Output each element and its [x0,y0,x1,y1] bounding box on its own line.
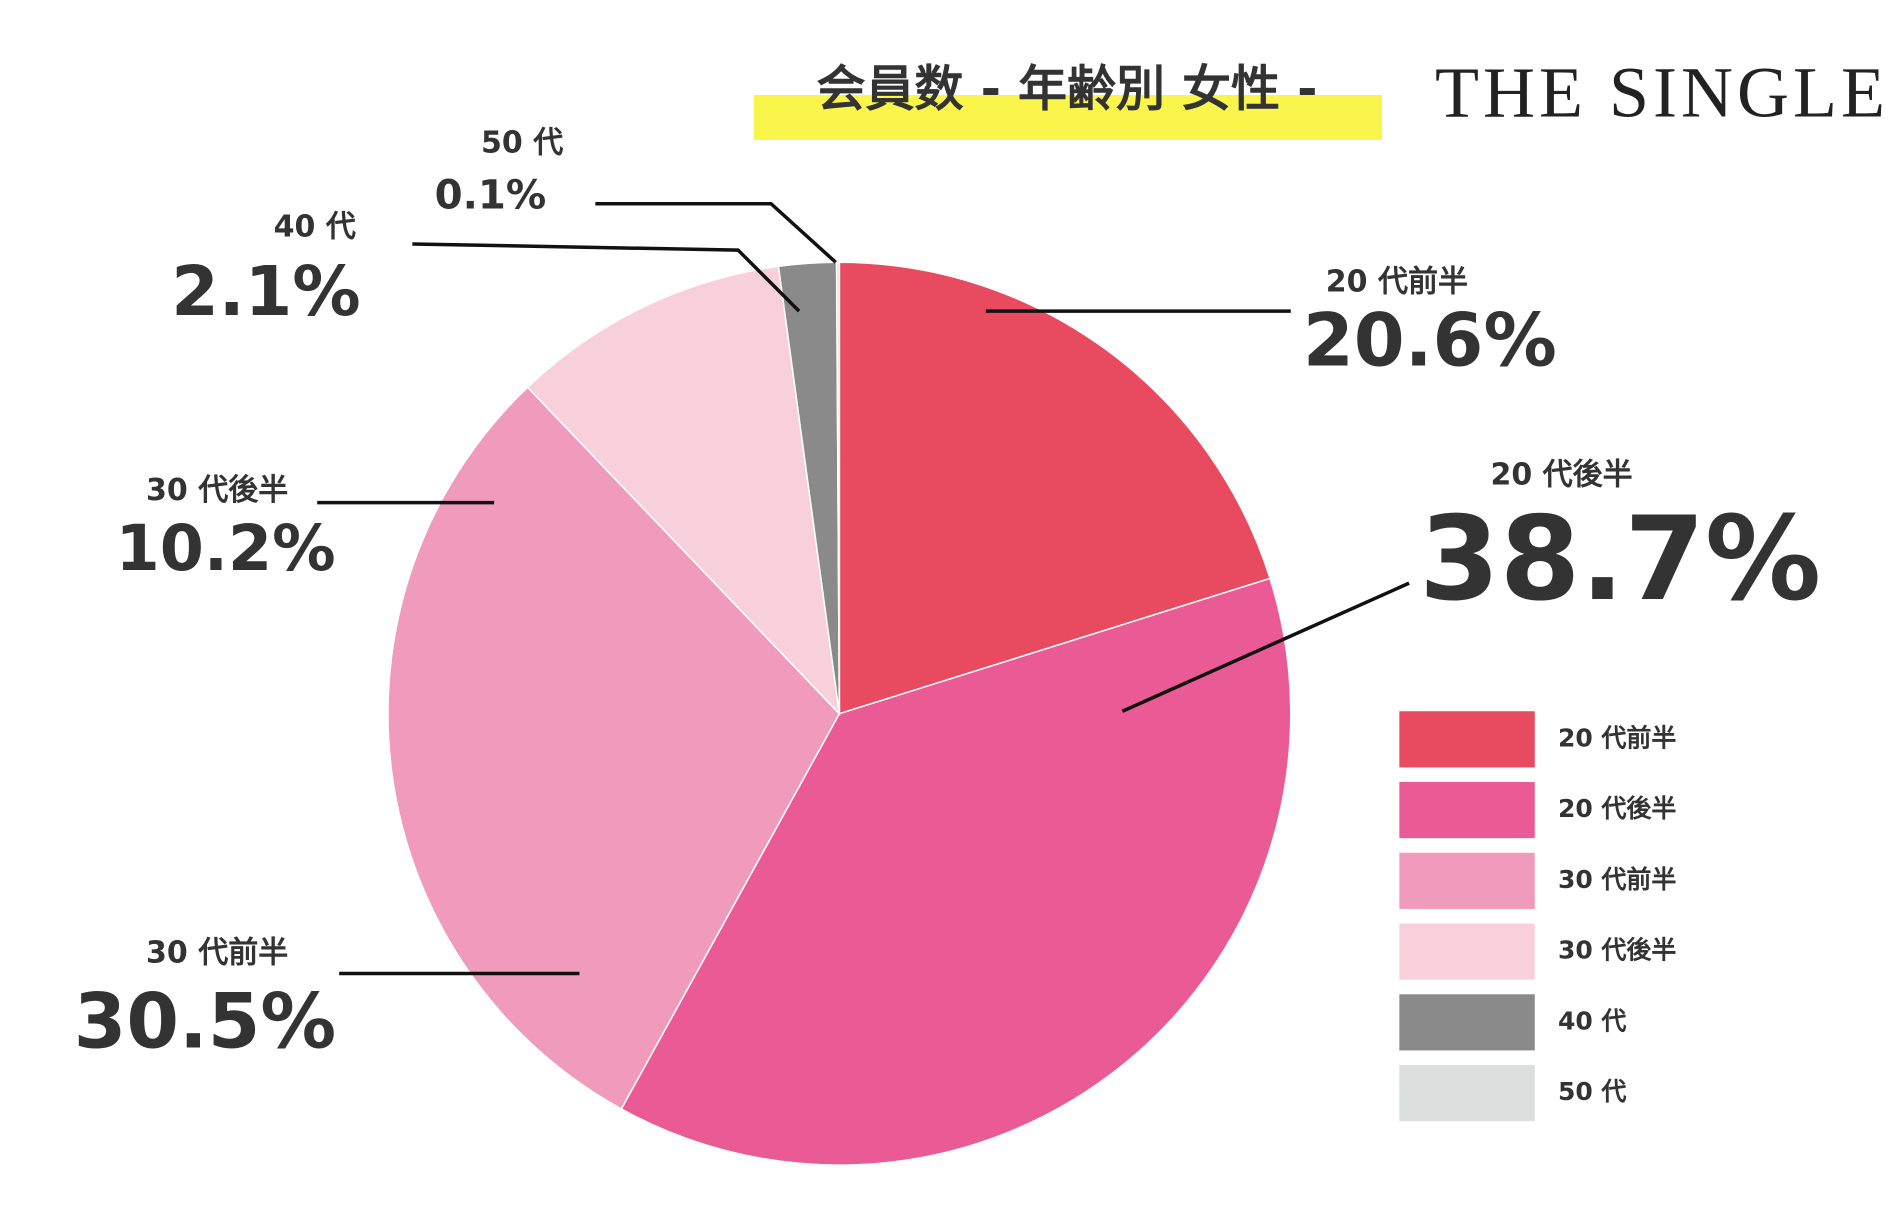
legend-label: 50 代 [1558,1077,1627,1106]
slice-category-label: 50 代 [481,125,563,160]
slice-category-label: 30 代前半 [146,936,288,971]
leader-line [1121,581,1410,713]
pie-slice [835,261,841,714]
pie-slice [526,265,841,716]
slice-value-label: 10.2% [116,511,336,585]
legend-swatch [1399,923,1535,980]
legend-label: 20 代後半 [1558,794,1677,823]
legend-swatch [1399,711,1535,768]
slice-value-label: 20.6% [1303,298,1557,383]
legend-swatch [1399,994,1535,1051]
pie-slice [620,577,1292,1166]
legend-swatch [1399,782,1535,839]
title-highlight [754,95,1382,140]
slice-value-label: 30.5% [74,978,336,1066]
legend-label: 30 代後半 [1558,936,1677,965]
leader-line [412,242,801,313]
slice-value-label: 2.1% [171,253,360,332]
slice-category-label: 20 代前半 [1326,265,1468,300]
slice-category-label: 30 代後半 [146,473,288,508]
pie-slice [838,261,1271,715]
slice-value-label: 0.1% [435,173,547,219]
legend-label: 20 代前半 [1558,723,1677,752]
pie-slice [387,386,841,1110]
leader-line [595,201,837,264]
slice-value-label: 38.7% [1419,492,1821,627]
legend-swatch [1399,1065,1535,1122]
slice-category-label: 20 代後半 [1490,457,1632,492]
legend-label: 30 代前半 [1558,865,1677,894]
slice-category-label: 40 代 [274,210,356,245]
logo: THE SINGLE [1435,53,1885,133]
legend-swatch [1399,852,1535,909]
chart-title: 会員数 - 年齢別 女性 - [817,61,1318,118]
legend-label: 40 代 [1558,1006,1627,1035]
